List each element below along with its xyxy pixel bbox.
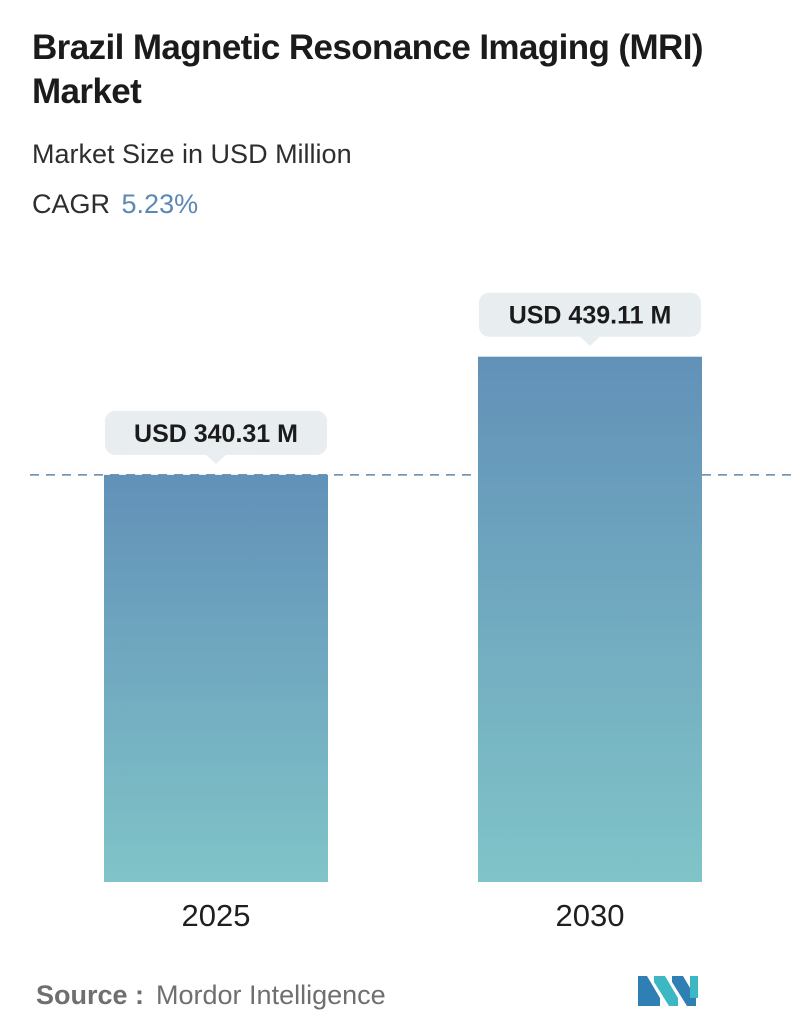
- cagr-value: 5.23%: [121, 189, 199, 219]
- data-label-2030: USD 439.11 M: [509, 302, 672, 330]
- source-label: Source :: [36, 980, 145, 1010]
- value-callout-2030: [479, 292, 701, 337]
- bar-2030: [478, 356, 702, 882]
- cagr: CAGR 5.23%: [32, 189, 198, 220]
- x-tick-label-2030: 2030: [556, 898, 625, 933]
- bar-chart: USD 340.31 M 2025 USD 439.11 M 2030: [30, 292, 796, 933]
- mordor-intelligence-logo-icon: [638, 976, 698, 1006]
- source-value: Mordor Intelligence: [156, 980, 386, 1010]
- data-label-2025: USD 340.31 M: [134, 420, 298, 448]
- callout-pointer-2025: [206, 454, 226, 464]
- cagr-label: CAGR: [32, 189, 111, 219]
- chart-title: Brazil Magnetic Resonance Imaging (MRI) …: [32, 28, 703, 111]
- callout-pointer-2030: [580, 336, 600, 346]
- bar-2025: [104, 474, 328, 882]
- value-callout-2025: [105, 410, 327, 455]
- chart-subtitle: Market Size in USD Million: [32, 139, 352, 169]
- source: Source : Mordor Intelligence: [36, 980, 386, 1011]
- x-tick-label-2025: 2025: [182, 898, 251, 933]
